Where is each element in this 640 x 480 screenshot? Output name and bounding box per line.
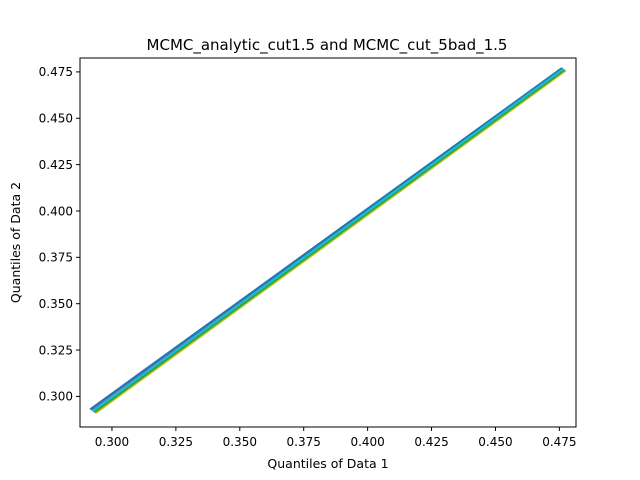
x-axis-label: Quantiles of Data 1 bbox=[267, 456, 388, 471]
series-line-1 bbox=[94, 69, 567, 414]
y-axis-label: Quantiles of Data 2 bbox=[8, 182, 23, 303]
series-line-5 bbox=[89, 67, 563, 411]
axes-frame bbox=[79, 57, 577, 428]
x-tick-label: 0.425 bbox=[414, 435, 448, 449]
y-tick-label: 0.300 bbox=[39, 390, 73, 404]
y-tick-label: 0.425 bbox=[39, 158, 73, 172]
plot-lines bbox=[89, 67, 567, 414]
x-axis-ticks: 0.300 0.325 0.350 0.375 0.400 0.425 0.450 0.475 bbox=[95, 427, 577, 449]
series-line-2 bbox=[93, 68, 566, 414]
y-tick-label: 0.325 bbox=[39, 343, 73, 357]
y-tick-label: 0.350 bbox=[39, 297, 73, 311]
x-tick-label: 0.450 bbox=[478, 435, 512, 449]
x-tick-label: 0.400 bbox=[350, 435, 384, 449]
y-tick-label: 0.450 bbox=[39, 112, 73, 126]
x-tick-label: 0.375 bbox=[287, 435, 321, 449]
x-tick-label: 0.300 bbox=[95, 435, 129, 449]
y-tick-label: 0.375 bbox=[39, 251, 73, 265]
x-tick-label: 0.475 bbox=[542, 435, 576, 449]
chart-title: MCMC_analytic_cut1.5 and MCMC_cut_5bad_1… bbox=[147, 36, 508, 55]
x-tick-label: 0.350 bbox=[223, 435, 257, 449]
series-line-6 bbox=[92, 68, 564, 413]
y-axis-ticks: 0.300 0.325 0.350 0.375 0.400 0.425 0.450 0.475 bbox=[39, 65, 80, 404]
x-tick-label: 0.325 bbox=[159, 435, 193, 449]
y-tick-label: 0.475 bbox=[39, 65, 73, 79]
y-tick-label: 0.400 bbox=[39, 204, 73, 218]
